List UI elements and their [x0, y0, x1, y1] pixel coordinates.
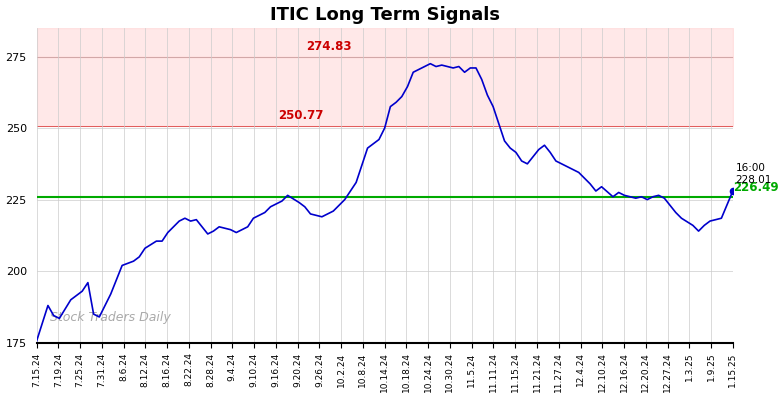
Text: 250.77: 250.77 — [278, 109, 324, 121]
Title: ITIC Long Term Signals: ITIC Long Term Signals — [270, 6, 499, 23]
Text: Stock Traders Daily: Stock Traders Daily — [50, 311, 171, 324]
Point — [727, 188, 739, 194]
Text: 16:00
228.01: 16:00 228.01 — [735, 163, 772, 185]
Text: 274.83: 274.83 — [307, 40, 352, 53]
Text: 226.49: 226.49 — [733, 181, 779, 194]
